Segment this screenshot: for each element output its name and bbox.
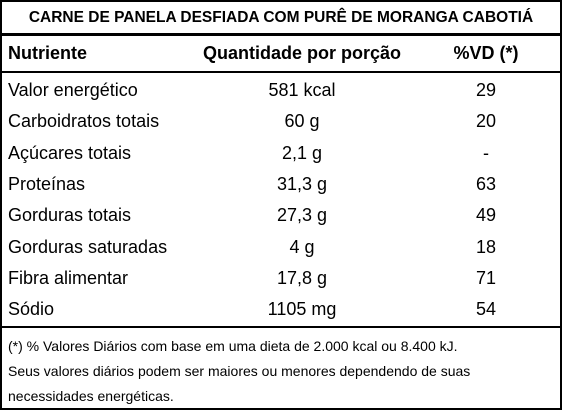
footnote: (*) % Valores Diários com base em uma di… (2, 326, 562, 409)
title: CARNE DE PANELA DESFIADA COM PURÊ DE MOR… (2, 2, 560, 36)
footnote-line: necessidades energéticas. (8, 388, 174, 404)
header-cell: %VD (*) (453, 43, 519, 63)
table-cell: 60 g (284, 111, 320, 132)
table-cell: 18 (475, 236, 497, 257)
header-row: Nutriente Quantidade por porção %VD (*) (2, 36, 560, 73)
footnote-line: Seus valores diários podem ser maiores o… (8, 363, 471, 379)
table-cell: 54 (475, 299, 497, 320)
table-cell: Proteínas (8, 173, 86, 194)
table-cell: 1105 mg (267, 299, 337, 320)
table-row: Valor energético 581 kcal 29 (2, 75, 560, 106)
header-cell: Nutriente (8, 43, 88, 63)
table-row: Açúcares totais 2,1 g - (2, 138, 560, 169)
table-cell: Carboidratos totais (8, 111, 160, 132)
table-cell: 31,3 g (276, 173, 328, 194)
table-cell: Açúcares totais (8, 142, 132, 163)
table-row: Gorduras saturadas 4 g 18 (2, 232, 560, 263)
table-row: Proteínas 31,3 g 63 (2, 169, 560, 200)
header-cell: Quantidade por porção (202, 43, 402, 63)
table-cell: 71 (475, 267, 497, 288)
table-cell: Gorduras saturadas (8, 236, 168, 257)
table-cell: Valor energético (8, 80, 138, 100)
table-cell: - (483, 142, 489, 163)
table-cell: 49 (475, 205, 497, 226)
table-cell: 27,3 g (276, 205, 328, 226)
table-cell: Sódio (8, 299, 55, 320)
table-cell: Gorduras totais (8, 205, 132, 226)
table-row: Carboidratos totais 60 g 20 (2, 106, 560, 137)
table-row: Gorduras totais 27,3 g 49 (2, 200, 560, 231)
table-cell: 63 (475, 173, 497, 194)
table-cell: 2,1 g (281, 142, 323, 163)
table-cell: 581 kcal (268, 80, 336, 100)
table-cell: 29 (475, 80, 497, 100)
table-cell: 17,8 g (276, 267, 328, 288)
footnote-line: (*) % Valores Diários com base em uma di… (8, 338, 458, 354)
table-row: Fibra alimentar 17,8 g 71 (2, 263, 560, 294)
table-cell: 20 (475, 111, 497, 132)
table-cell: 4 g (289, 236, 315, 257)
table-cell: Fibra alimentar (8, 267, 129, 288)
table-row: Sódio 1105 mg 54 (2, 294, 560, 325)
